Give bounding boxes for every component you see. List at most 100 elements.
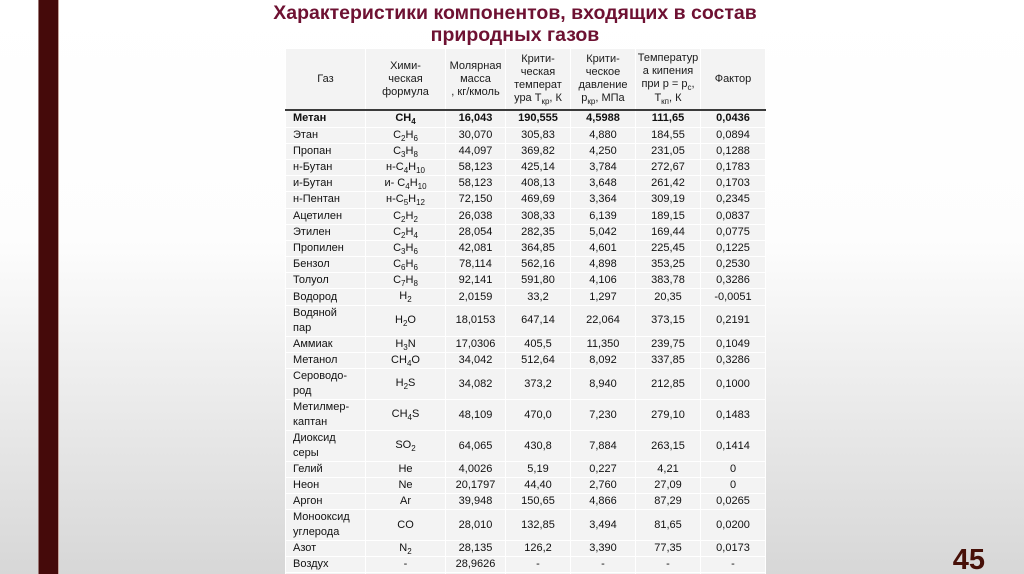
value-cell: 282,35 bbox=[505, 223, 571, 241]
value-cell: 0,0173 bbox=[700, 539, 766, 558]
value-cell: 44,097 bbox=[445, 142, 506, 160]
value-cell: C3H8 bbox=[365, 142, 446, 160]
value-cell: 39,948 bbox=[445, 493, 506, 510]
value-cell: н-C5H12 bbox=[365, 191, 446, 209]
value-cell: 0,0265 bbox=[700, 493, 766, 510]
table-header-row: Газ Хими-ческая формула Молярная масса, кг/к… bbox=[285, 48, 766, 112]
value-cell: 3,494 bbox=[570, 509, 636, 541]
value-cell: H3N bbox=[365, 335, 446, 353]
value-cell: 26,038 bbox=[445, 207, 506, 225]
value-cell: 647,14 bbox=[505, 304, 571, 337]
value-cell: 353,25 bbox=[635, 256, 701, 274]
value-cell: 512,64 bbox=[505, 351, 571, 370]
gas-name-cell: Бензол bbox=[285, 256, 366, 274]
value-cell: 4,21 bbox=[635, 461, 701, 478]
gas-name-cell: Воздух bbox=[285, 556, 366, 574]
value-cell: 48,109 bbox=[445, 399, 506, 431]
table-row: Бензол C6H6 78,114 562,16 4,898 353,25 0,2530 bbox=[285, 256, 766, 274]
value-cell: 34,082 bbox=[445, 368, 506, 400]
value-cell: 408,13 bbox=[505, 175, 571, 193]
value-cell: 44,40 bbox=[505, 477, 571, 494]
value-cell: 27,09 bbox=[635, 477, 701, 494]
table-body: Метан CH4 16,043 190,555 4,5988 111,65 0,0436 Э… bbox=[285, 109, 766, 574]
value-cell: 3,648 bbox=[570, 175, 636, 193]
value-cell: 309,19 bbox=[635, 191, 701, 209]
table-row: Этилен C2H4 28,054 282,35 5,042 169,44 0,0775 bbox=[285, 223, 766, 241]
value-cell: 150,65 bbox=[505, 493, 571, 510]
value-cell: н-C4H10 bbox=[365, 158, 446, 177]
gas-name-cell: Гелий bbox=[285, 461, 366, 478]
gas-name-cell: Сероводо-род bbox=[285, 368, 366, 400]
gas-name-cell: н-Пентан bbox=[285, 191, 366, 209]
value-cell: 4,5988 bbox=[570, 109, 636, 128]
value-cell: 4,866 bbox=[570, 493, 636, 510]
table-row: н-Пентан н-C5H12 72,150 469,69 3,364 309,19 0,… bbox=[285, 191, 766, 209]
value-cell: 279,10 bbox=[635, 399, 701, 431]
value-cell: 337,85 bbox=[635, 351, 701, 370]
value-cell: 8,940 bbox=[570, 368, 636, 400]
value-cell: H2 bbox=[365, 288, 446, 306]
gas-name-cell: Неон bbox=[285, 477, 366, 494]
value-cell: CH4O bbox=[365, 351, 446, 370]
value-cell: 34,042 bbox=[445, 351, 506, 370]
value-cell: 7,230 bbox=[570, 399, 636, 431]
value-cell: 111,65 bbox=[635, 109, 701, 128]
table-row: Аргон Ar 39,948 150,65 4,866 87,29 0,0265 bbox=[285, 493, 766, 510]
value-cell: 0,3286 bbox=[700, 351, 766, 370]
value-cell: CH4 bbox=[365, 109, 446, 128]
value-cell: 0 bbox=[700, 461, 766, 478]
value-cell: и- C4H10 bbox=[365, 175, 446, 193]
value-cell: 0,0894 bbox=[700, 126, 766, 144]
value-cell: 184,55 bbox=[635, 126, 701, 144]
header-cell-5: Крити-ческое давление ркр, МПа bbox=[570, 48, 636, 112]
value-cell: 383,78 bbox=[635, 272, 701, 290]
left-accent-bar bbox=[38, 0, 59, 574]
value-cell: - bbox=[635, 556, 701, 574]
value-cell: 58,123 bbox=[445, 158, 506, 177]
value-cell: C2H6 bbox=[365, 126, 446, 144]
value-cell: C7H8 bbox=[365, 272, 446, 290]
value-cell: 308,33 bbox=[505, 207, 571, 225]
table-row: Пропилен C3H6 42,081 364,85 4,601 225,45 0,122… bbox=[285, 239, 766, 258]
value-cell: He bbox=[365, 461, 446, 478]
value-cell: 30,070 bbox=[445, 126, 506, 144]
value-cell: 212,85 bbox=[635, 368, 701, 400]
value-cell: 64,065 bbox=[445, 430, 506, 462]
value-cell: 78,114 bbox=[445, 256, 506, 274]
value-cell: 0,0775 bbox=[700, 223, 766, 241]
value-cell: 4,601 bbox=[570, 239, 636, 258]
value-cell: 430,8 bbox=[505, 430, 571, 462]
table-row: КислородO231,9988154,585,04390,190,0265 bbox=[285, 572, 766, 574]
table-row: Ацетилен C2H2 26,038 308,33 6,139 189,15 0,083… bbox=[285, 207, 766, 225]
value-cell: 0,1288 bbox=[700, 142, 766, 160]
value-cell: 28,9626 bbox=[445, 556, 506, 574]
value-cell: H2O bbox=[365, 304, 446, 337]
table-row: Толуол C7H8 92,141 591,80 4,106 383,78 0,3286 bbox=[285, 272, 766, 290]
gas-name-cell: Диоксид серы bbox=[285, 430, 366, 462]
value-cell: 169,44 bbox=[635, 223, 701, 241]
table-row: Гелий He 4,0026 5,19 0,227 4,21 0 bbox=[285, 461, 766, 478]
value-cell: 0,0200 bbox=[700, 509, 766, 541]
value-cell: 20,1797 bbox=[445, 477, 506, 494]
gas-name-cell: Метилмер-каптан bbox=[285, 399, 366, 431]
gas-name-cell: и-Бутан bbox=[285, 175, 366, 193]
table-row: н-Бутан н-C4H10 58,123 425,14 3,784 272,67 0,1… bbox=[285, 158, 766, 177]
value-cell: 18,0153 bbox=[445, 304, 506, 337]
value-cell: 33,2 bbox=[505, 288, 571, 306]
value-cell: Ne bbox=[365, 477, 446, 494]
value-cell: 22,064 bbox=[570, 304, 636, 337]
value-cell: 0,1703 bbox=[700, 175, 766, 193]
value-cell: Ar bbox=[365, 493, 446, 510]
gas-name-cell: Водяной пар bbox=[285, 304, 366, 337]
value-cell: 4,898 bbox=[570, 256, 636, 274]
value-cell: C6H6 bbox=[365, 256, 446, 274]
value-cell: 0,1783 bbox=[700, 158, 766, 177]
value-cell: N2 bbox=[365, 539, 446, 558]
header-cell-6: Температур а кипения при р = рс, Ткп, К bbox=[635, 48, 701, 112]
value-cell: 58,123 bbox=[445, 175, 506, 193]
value-cell: 263,15 bbox=[635, 430, 701, 462]
gas-name-cell: Аргон bbox=[285, 493, 366, 510]
gas-name-cell: Толуол bbox=[285, 272, 366, 290]
gas-name-cell: Этан bbox=[285, 126, 366, 144]
